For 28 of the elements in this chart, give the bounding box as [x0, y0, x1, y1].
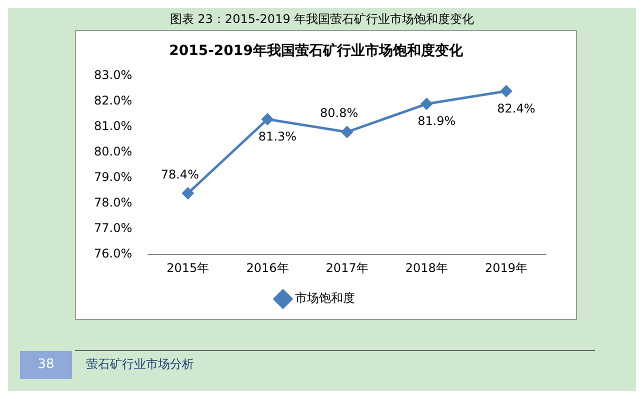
text: 图表 23：2015-2019 年我国萤石矿行业市场饱和度变化	[168, 11, 476, 28]
y-tick-label: 78.0%	[94, 196, 132, 210]
x-tick-label: 2017年	[326, 260, 368, 275]
y-tick-label: 82.0%	[94, 93, 132, 108]
point	[341, 126, 353, 138]
legend-label: 市场饱和度	[295, 291, 355, 306]
y-tick-label: 76.0%	[94, 246, 132, 261]
x-tick-label: 2015年	[166, 260, 210, 275]
data-label: 81.9%	[418, 114, 456, 128]
data-label: 78.4%	[160, 167, 199, 182]
y-tick-label: 79.0%	[94, 170, 132, 184]
point	[420, 98, 432, 110]
x-tick-label: 2019年	[484, 260, 528, 275]
chart-title: 2015-2019年我国萤石矿行业市场饱和度变化	[169, 42, 464, 60]
y-tick-label: 77.0%	[94, 221, 132, 236]
data-label: 80.8%	[320, 106, 358, 120]
point	[500, 85, 512, 97]
data-label: 81.3%	[258, 129, 297, 144]
text: 萤石矿行业市场分析	[86, 356, 194, 373]
y-tick-label: 80.0%	[94, 144, 132, 159]
text: 38	[20, 351, 72, 379]
data-label: 82.4%	[497, 101, 536, 116]
point	[262, 113, 274, 125]
x-tick-label: 2016年	[246, 260, 289, 275]
y-tick-label: 81.0%	[94, 119, 132, 134]
x-tick-label: 2018年	[405, 260, 448, 275]
y-tick-label: 83.0%	[94, 68, 132, 82]
point	[182, 188, 194, 200]
